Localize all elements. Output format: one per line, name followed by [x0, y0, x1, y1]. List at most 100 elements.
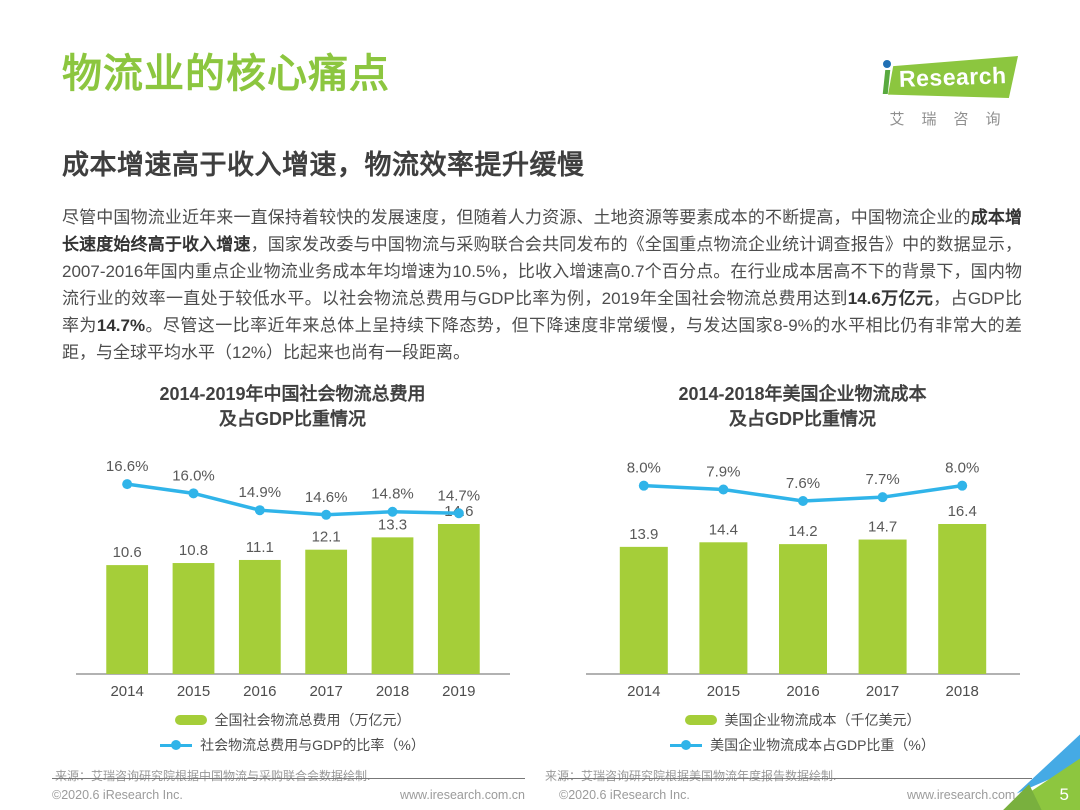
chart-usa-title: 2014-2018年美国企业物流成本 及占GDP比重情况	[565, 382, 1040, 432]
bar-value-label: 14.7	[867, 519, 896, 536]
line-point	[956, 481, 967, 492]
chart-usa-title-line1: 2014-2018年美国企业物流成本	[678, 384, 927, 404]
bar-value-label: 13.3	[377, 517, 406, 534]
logo-brand-cn: 艾瑞咨询	[889, 111, 1018, 128]
line-dot-icon	[171, 740, 182, 751]
bar-value-label: 10.8	[178, 542, 207, 559]
bar-value-label: 14.2	[788, 523, 817, 540]
chart-usa-legend: 美国企业物流成本（千亿美元） 美国企业物流成本占GDP比重（%）	[565, 710, 1040, 755]
line-value-label: 8.0%	[626, 460, 660, 477]
bar-value-label: 10.6	[112, 544, 141, 561]
x-axis-label: 2018	[375, 683, 408, 700]
chart-usa: 2014-2018年美国企业物流成本 及占GDP比重情况 13.9 2014 14.…	[545, 382, 1040, 784]
x-axis-label: 2019	[442, 683, 475, 700]
line-dot-icon	[681, 740, 692, 751]
page-subtitle: 成本增速高于收入增速，物流效率提升缓慢	[62, 150, 585, 180]
x-axis-label: 2018	[945, 683, 978, 700]
x-axis-label: 2017	[309, 683, 342, 700]
paragraph-segment: 。尽管这一比率近年来总体上呈持续下降态势，但下降速度非常缓慢，与发达国家8-9%…	[62, 316, 1023, 362]
bar	[371, 537, 413, 675]
line-point	[797, 496, 808, 507]
line-swatch-icon	[670, 740, 703, 751]
bar-value-label: 13.9	[629, 526, 658, 543]
legend-label: 美国企业物流成本占GDP比重（%）	[710, 737, 935, 754]
bar	[172, 563, 214, 675]
bar	[778, 544, 827, 675]
legend-label: 全国社会物流总费用（万亿元）	[214, 712, 411, 729]
legend-row-line: 美国企业物流成本占GDP比重（%）	[670, 735, 935, 755]
line-value-label: 7.6%	[785, 475, 819, 492]
x-axis-label: 2017	[865, 683, 898, 700]
page-number: 5	[1059, 785, 1069, 804]
china-bar-line-chart: 10.6 2014 10.8 2015 11.1 2016 12.1 2017 13.3 2018…	[75, 459, 510, 700]
bar-swatch-icon	[684, 715, 717, 726]
paragraph-segment-bold: 成本增长速度始终高于收入增速	[62, 208, 1023, 254]
chart-china-title-line1: 2014-2019年中国社会物流总费用	[159, 384, 426, 404]
line-value-label: 16.0%	[172, 468, 215, 485]
chart-usa-title-line2: 及占GDP比重情况	[728, 409, 876, 430]
footer: ©2020.6 iResearch Inc. www.iresearch.com…	[52, 778, 1032, 802]
bar	[105, 565, 148, 675]
legend-row-bar: 全国社会物流总费用（万亿元）	[174, 710, 411, 730]
bar-value-label: 12.1	[311, 529, 340, 546]
line-point	[320, 510, 331, 521]
copyright-text: ©2020.6 iResearch Inc.	[52, 788, 183, 802]
line-point	[638, 481, 649, 492]
paragraph-segment-bold: 14.6万亿元	[847, 289, 934, 308]
chart-china-title: 2014-2019年中国社会物流总费用 及占GDP比重情况	[55, 382, 530, 432]
copyright-text: ©2020.6 iResearch Inc.	[559, 788, 690, 802]
line-point	[387, 507, 397, 518]
legend-label: 美国企业物流成本（千亿美元）	[724, 712, 921, 729]
x-axis-label: 2014	[110, 683, 143, 700]
iresearch-logo: Research 艾瑞咨询	[870, 54, 1020, 129]
line-point	[188, 488, 198, 499]
bar-value-label: 16.4	[947, 503, 976, 520]
x-axis-label: 2016	[786, 683, 819, 700]
logo-brand-text: Research	[898, 61, 1008, 92]
chart-usa-source: 来源：艾瑞咨询研究院根据美国物流年度报告数据绘制.	[545, 769, 837, 784]
website-url: www.iresearch.com.cn	[906, 788, 1032, 802]
charts-section: 2014-2019年中国社会物流总费用 及占GDP比重情况 10.6 2014 10…	[0, 366, 1080, 784]
bar-swatch-icon	[174, 715, 207, 726]
chart-china-source: 来源：艾瑞咨询研究院根据中国物流与采购联合会数据绘制.	[55, 769, 371, 784]
line-swatch-icon	[160, 740, 193, 751]
footer-left: ©2020.6 iResearch Inc. www.iresearch.com…	[52, 778, 525, 802]
bar	[619, 547, 668, 675]
line-point	[453, 508, 464, 519]
bar	[698, 542, 747, 675]
chart-china-title-line2: 及占GDP比重情况	[218, 409, 366, 430]
x-axis-label: 2015	[176, 683, 209, 700]
logo-flag-shape: Research	[888, 56, 1018, 98]
page-title: 物流业的核心痛点	[62, 52, 390, 96]
paragraph-segment: ，国家发改委与中国物流与采购联合会共同发布的《全国重点物流企业统计调查报告》中的…	[62, 235, 1023, 308]
iresearch-logo-mark: Research	[870, 54, 1020, 100]
logo-i-dot-icon	[883, 60, 891, 68]
header: 物流业的核心痛点 Research 艾瑞咨询 成本增速高于收入增速，物流效率提升…	[0, 0, 1080, 182]
line-value-label: 7.7%	[865, 472, 899, 489]
line-point	[717, 484, 728, 495]
bar-value-label: 11.1	[245, 539, 273, 556]
bar	[937, 524, 986, 675]
bar	[437, 524, 480, 675]
x-axis-label: 2016	[243, 683, 276, 700]
line-value-label: 14.7%	[437, 488, 480, 505]
paragraph-segment: 尽管中国物流业近年来一直保持着较快的发展速度，但随着人力资源、土地资源等要素成本…	[62, 208, 971, 227]
bar	[858, 539, 907, 675]
legend-row-bar: 美国企业物流成本（千亿美元）	[684, 710, 921, 730]
legend-label: 社会物流总费用与GDP的比率（%）	[200, 737, 425, 754]
line-point	[254, 505, 265, 516]
usa-bar-line-chart: 13.9 2014 14.4 2015 14.2 2016 14.7 2017 16.4 2018…	[585, 460, 1020, 700]
line-point	[877, 492, 888, 503]
footer-right: ©2020.6 iResearch Inc. www.iresearch.com…	[559, 778, 1032, 802]
chart-china: 2014-2019年中国社会物流总费用 及占GDP比重情况 10.6 2014 10…	[55, 382, 530, 784]
chart-china-legend: 全国社会物流总费用（万亿元） 社会物流总费用与GDP的比率（%）	[55, 710, 530, 755]
line-point	[121, 479, 132, 490]
trend-line	[126, 482, 459, 517]
x-axis-label: 2014	[627, 683, 660, 700]
line-value-label: 16.6%	[105, 459, 148, 476]
body-paragraph: 尽管中国物流业近年来一直保持着较快的发展速度，但随着人力资源、土地资源等要素成本…	[62, 204, 1022, 366]
line-value-label: 8.0%	[945, 460, 979, 477]
bar	[238, 560, 281, 675]
paragraph-segment: ，占GDP比率为	[62, 289, 1022, 335]
